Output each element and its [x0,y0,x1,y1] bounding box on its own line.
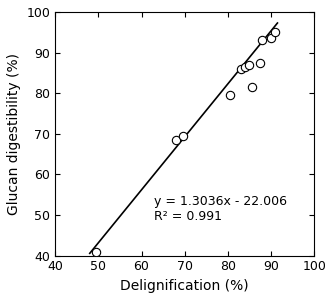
Point [257,60,263,65]
Point [247,62,252,67]
Point [180,134,185,138]
Point [273,30,278,35]
Point [173,137,179,142]
Point [242,64,248,69]
Y-axis label: Glucan digestibility (%): Glucan digestibility (%) [7,53,21,215]
Point [268,36,274,41]
Text: y = 1.3036x - 22.006
R² = 0.991: y = 1.3036x - 22.006 R² = 0.991 [155,195,287,223]
Point [94,249,99,254]
Point [249,85,254,89]
Point [238,66,243,71]
Point [260,38,265,43]
X-axis label: Delignification (%): Delignification (%) [120,279,249,293]
Point [227,93,233,98]
